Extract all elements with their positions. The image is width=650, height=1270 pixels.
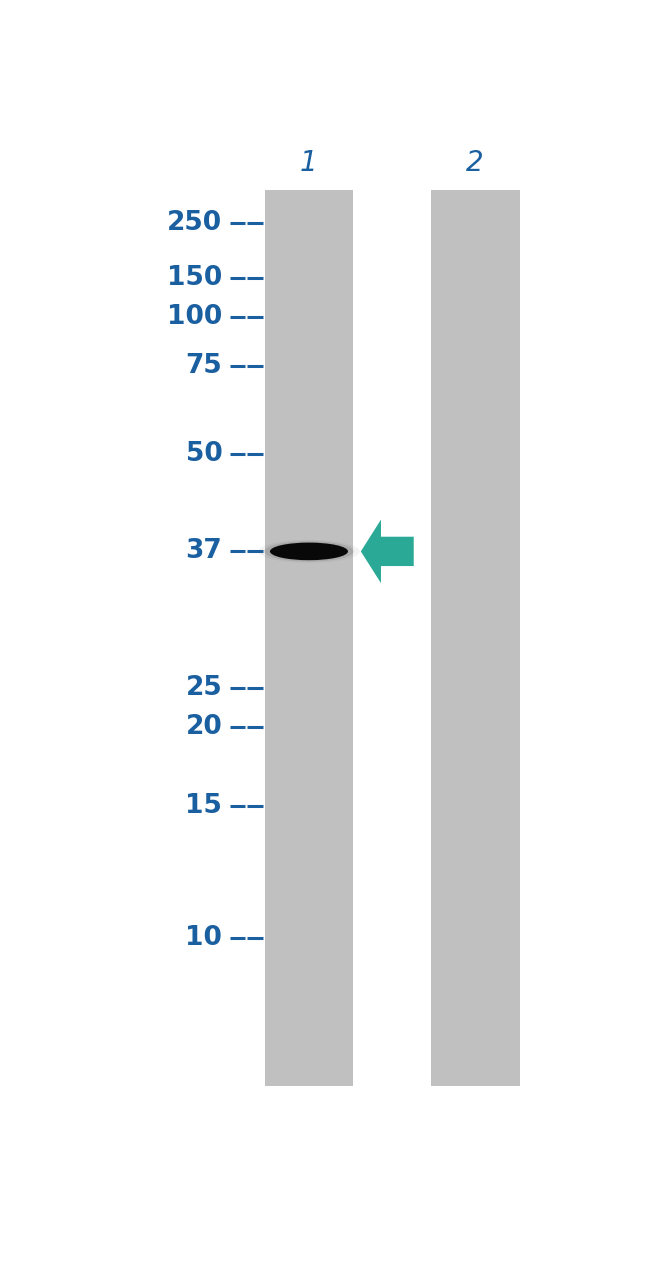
Text: 10: 10 bbox=[185, 925, 222, 951]
Text: 2: 2 bbox=[466, 149, 484, 177]
Text: 75: 75 bbox=[185, 353, 222, 378]
Text: 25: 25 bbox=[185, 676, 222, 701]
Text: 150: 150 bbox=[167, 264, 222, 291]
Text: 250: 250 bbox=[167, 210, 222, 236]
Text: 37: 37 bbox=[185, 538, 222, 564]
Text: 20: 20 bbox=[185, 715, 222, 740]
Ellipse shape bbox=[264, 541, 354, 561]
Bar bbox=[432, 189, 519, 1086]
Ellipse shape bbox=[270, 542, 348, 560]
Text: 50: 50 bbox=[185, 441, 222, 466]
Text: 15: 15 bbox=[185, 792, 222, 819]
Bar bbox=[265, 189, 354, 1086]
Text: 100: 100 bbox=[167, 304, 222, 330]
Ellipse shape bbox=[258, 540, 359, 563]
Text: 1: 1 bbox=[300, 149, 318, 177]
FancyArrow shape bbox=[361, 519, 414, 583]
